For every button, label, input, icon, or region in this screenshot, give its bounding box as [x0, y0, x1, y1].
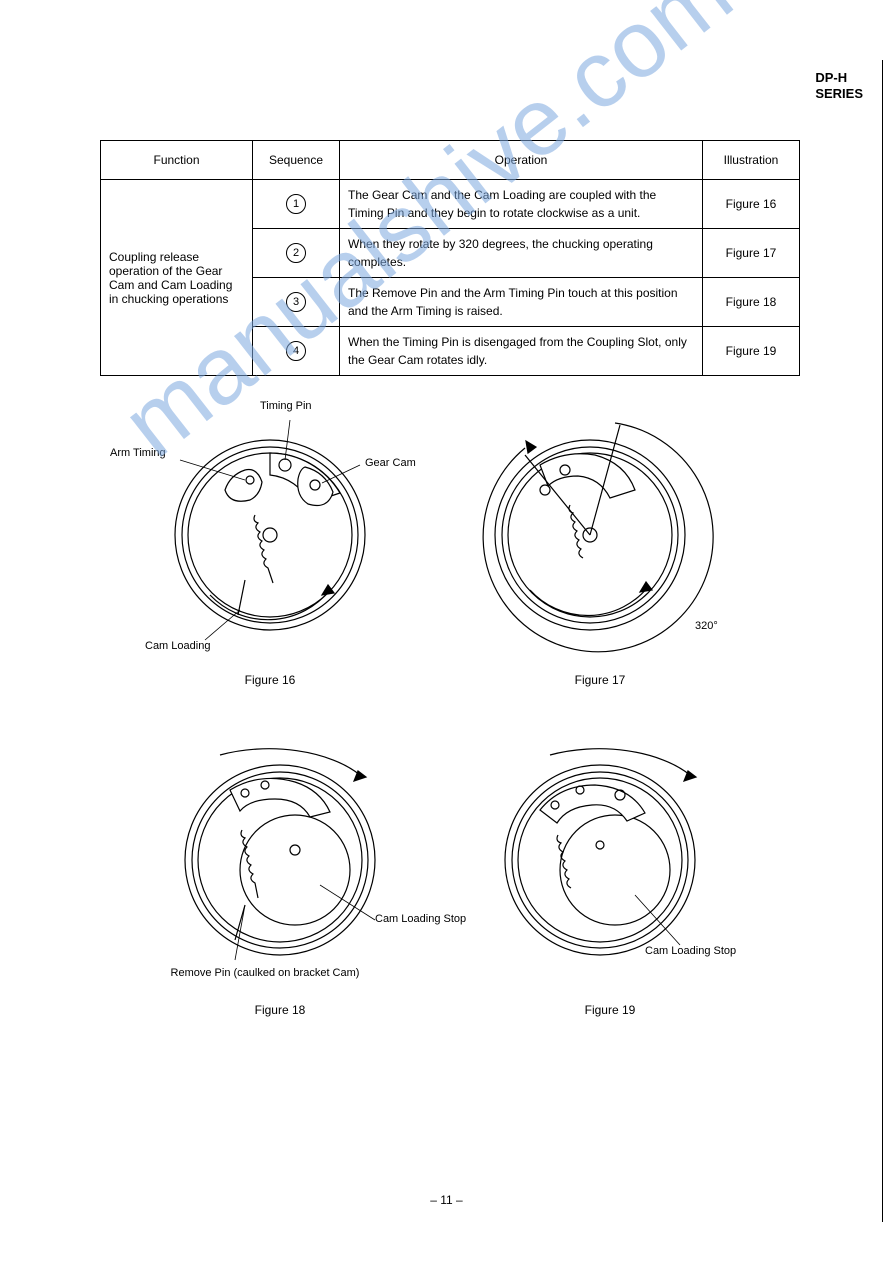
figure-18-label: Figure 18 — [150, 1003, 410, 1017]
seq-number: 2 — [286, 243, 306, 263]
seq-number: 3 — [286, 292, 306, 312]
figure-19-label: Figure 19 — [480, 1003, 740, 1017]
figure-19: Cam Loading Stop Figure 19 — [480, 735, 740, 1017]
page-border-right — [882, 60, 883, 1222]
figures-area: Arm Timing Timing Pin Gear Cam Cam Loadi… — [120, 395, 760, 1035]
callout-cam-loading: Cam Loading — [145, 640, 210, 652]
th-function: Function — [101, 141, 253, 180]
figure-17-svg — [470, 405, 730, 655]
op-cell: When the Timing Pin is disengaged from t… — [340, 327, 703, 376]
seq-cell: 1 — [253, 180, 340, 229]
op-cell: The Gear Cam and the Cam Loading are cou… — [340, 180, 703, 229]
ill-cell: Figure 16 — [703, 180, 800, 229]
figure-16: Arm Timing Timing Pin Gear Cam Cam Loadi… — [150, 405, 390, 687]
th-operation: Operation — [340, 141, 703, 180]
function-table: Function Sequence Operation Illustration… — [100, 140, 800, 376]
figure-18-svg — [150, 735, 410, 975]
figure-17: 320° Figure 17 — [470, 405, 730, 687]
callout-cam-loading-stop-19: Cam Loading Stop — [645, 945, 736, 957]
series-line1: DP-H — [815, 70, 863, 86]
callout-arm-timing: Arm Timing — [110, 447, 166, 459]
figure-19-svg — [480, 735, 740, 975]
ill-cell: Figure 19 — [703, 327, 800, 376]
page: DP-H SERIES Function Sequence Operation … — [0, 0, 893, 1262]
figure-16-svg — [150, 405, 390, 655]
seq-cell: 4 — [253, 327, 340, 376]
table-header-row: Function Sequence Operation Illustration — [101, 141, 800, 180]
series-label: DP-H SERIES — [815, 70, 863, 101]
figure-18: Cam Loading Stop Remove Pin (caulked on … — [150, 735, 410, 1017]
th-illustration: Illustration — [703, 141, 800, 180]
figure-16-label: Figure 16 — [150, 673, 390, 687]
seq-cell: 3 — [253, 278, 340, 327]
seq-number: 4 — [286, 341, 306, 361]
op-cell: When they rotate by 320 degrees, the chu… — [340, 229, 703, 278]
seq-cell: 2 — [253, 229, 340, 278]
op-cell: The Remove Pin and the Arm Timing Pin to… — [340, 278, 703, 327]
table-row: Coupling release operation of the Gear C… — [101, 180, 800, 229]
callout-timing-pin: Timing Pin — [260, 400, 312, 412]
th-sequence: Sequence — [253, 141, 340, 180]
figure-17-label: Figure 17 — [470, 673, 730, 687]
seq-number: 1 — [286, 194, 306, 214]
ill-cell: Figure 17 — [703, 229, 800, 278]
callout-remove-pin: Remove Pin (caulked on bracket Cam) — [135, 967, 395, 979]
function-table-wrap: Function Sequence Operation Illustration… — [100, 140, 800, 376]
page-number: – 11 – — [0, 1193, 893, 1207]
callout-gear-cam: Gear Cam — [365, 457, 416, 469]
series-line2: SERIES — [815, 86, 863, 102]
callout-angle: 320° — [695, 620, 718, 632]
callout-cam-loading-stop-18: Cam Loading Stop — [375, 913, 466, 925]
ill-cell: Figure 18 — [703, 278, 800, 327]
function-cell: Coupling release operation of the Gear C… — [101, 180, 253, 376]
